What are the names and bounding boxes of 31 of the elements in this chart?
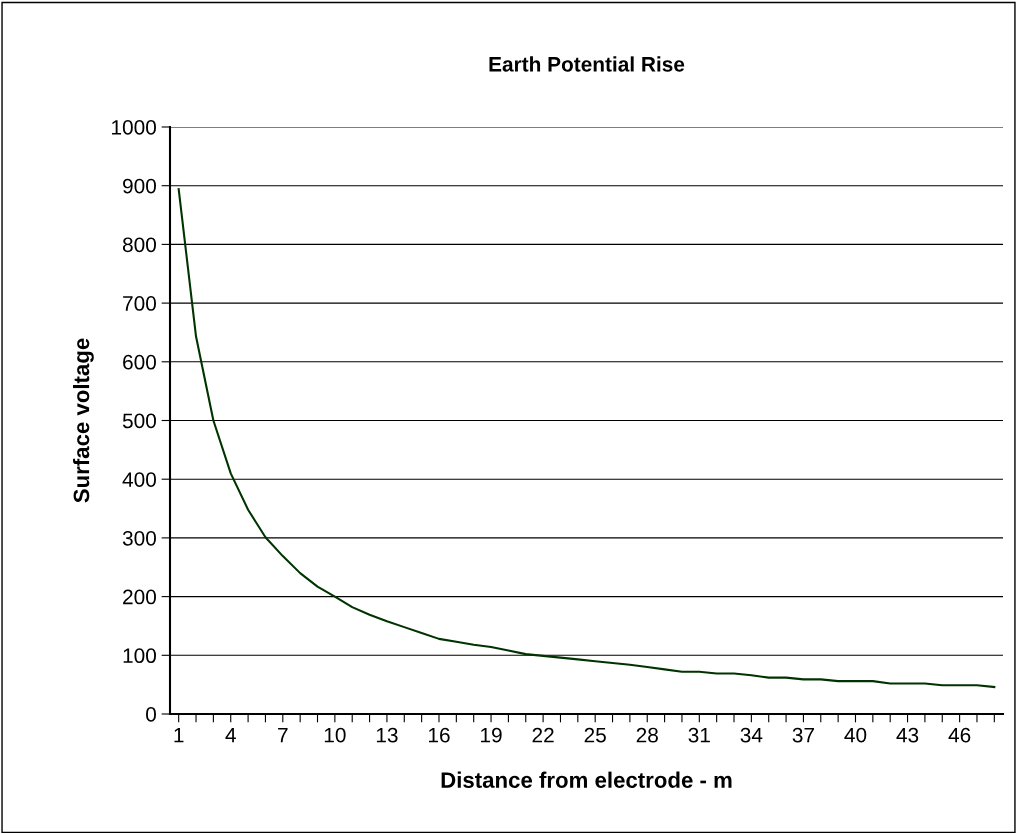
y-tick-label: 600 xyxy=(123,354,156,370)
x-tick-label: 37 xyxy=(792,727,814,743)
y-tick-label: 700 xyxy=(123,296,156,311)
x-tick-label: 1 xyxy=(174,727,184,743)
x-tick-label: 19 xyxy=(481,727,502,743)
y-tick-label: 0 xyxy=(146,707,156,722)
y-tick-label: 300 xyxy=(122,530,156,546)
x-tick-label: 31 xyxy=(688,727,710,743)
line-series xyxy=(177,188,996,689)
x-tick-label: 25 xyxy=(584,727,606,743)
x-tick-label: 46 xyxy=(948,727,971,743)
y-tick-label: 500 xyxy=(122,413,156,429)
x-tick-label: 7 xyxy=(278,727,288,743)
x-tick-label: 34 xyxy=(740,727,763,743)
x-tick-label: 28 xyxy=(636,727,658,743)
y-tick-label: 900 xyxy=(123,178,156,194)
y-tick-label: 400 xyxy=(122,472,156,487)
x-tick-label: 40 xyxy=(844,727,867,743)
y-tick-label: 200 xyxy=(123,589,156,605)
y-tick-label: 800 xyxy=(122,237,156,253)
y-axis-title: Surface voltage xyxy=(72,338,94,503)
y-tick-label: 100 xyxy=(123,648,156,664)
x-tick-label: 16 xyxy=(428,727,450,743)
x-tick-label: 13 xyxy=(376,727,398,743)
x-tick-label: 10 xyxy=(324,727,346,743)
x-tick-label: 43 xyxy=(896,727,919,743)
x-tick-label: 22 xyxy=(532,727,554,743)
chart-title: Earth Potential Rise xyxy=(489,56,685,72)
y-tick-label: 1000 xyxy=(112,120,156,135)
x-axis-title: Distance from electrode - m xyxy=(441,771,732,788)
x-tick-label: 4 xyxy=(225,727,236,743)
